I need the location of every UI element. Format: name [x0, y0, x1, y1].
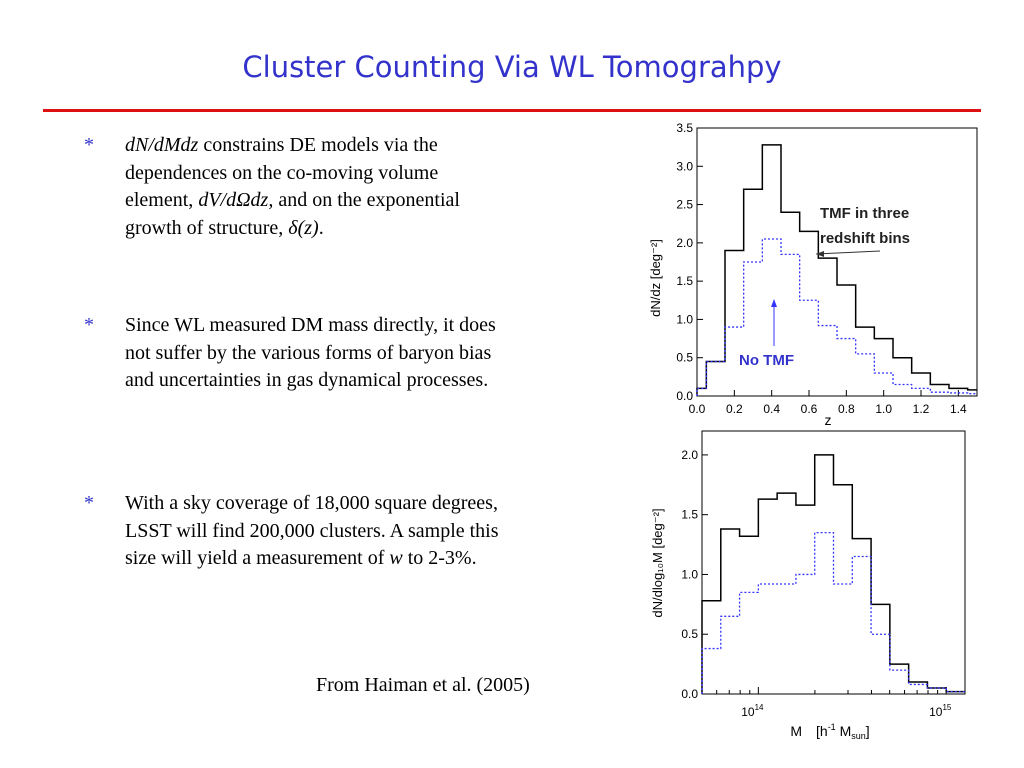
bullet-text: With a sky coverage of 18,000 square deg… — [125, 490, 504, 573]
text-run: to 2-3%. — [402, 547, 477, 569]
bullet-1: * dN/dMdz constrains DE models via the d… — [84, 132, 504, 242]
y-tick-label: 0.0 — [681, 687, 698, 701]
annotation-no-tmf: No TMF — [739, 352, 794, 369]
annotation-tmf: TMF in three — [820, 205, 909, 222]
y-tick-label: 1.5 — [681, 508, 698, 522]
annotation-tmf-wrap: redshift bins — [820, 230, 910, 247]
italic-term: dV/dΩdz, — [198, 189, 274, 211]
bullet-marker: * — [84, 134, 94, 156]
title-divider — [43, 109, 981, 112]
y-tick-label: 3.0 — [676, 159, 693, 173]
y-tick-label: 1.5 — [676, 274, 693, 288]
italic-term: δ(z) — [288, 216, 319, 239]
chart-dndz: 0.0 0.2 0.4 0.6 0.8 1.0 1.2 1.4 0.0 0.5 1.0 1.5 2.0 2… — [648, 121, 978, 428]
x-tick-label: 1014 — [741, 703, 764, 719]
y-tick-label: 1.0 — [681, 567, 698, 581]
x-tick-label: 0.6 — [801, 402, 818, 416]
series-no-tmf — [701, 531, 965, 694]
bullet-2: * Since WL measured DM mass directly, it… — [84, 312, 504, 395]
y-tick-label: 2.5 — [676, 198, 693, 212]
y-axis-label: dN/dz [deg⁻²] — [648, 239, 663, 317]
y-tick-label: 2.0 — [681, 448, 698, 462]
x-axis-label: M [h-1 Msun] — [790, 722, 869, 741]
y-axis-label: dN/dlog₁₀M [deg⁻²] — [650, 508, 665, 617]
y-tick-label: 1.0 — [676, 312, 693, 326]
x-tick-label: 1.4 — [950, 402, 967, 416]
x-axis-label: z — [825, 412, 832, 428]
text-run: Since WL measured DM mass directly, it d… — [125, 314, 496, 391]
text-run: constrains DE models via the dependences… — [125, 134, 439, 211]
bullet-marker: * — [84, 314, 94, 336]
italic-term: dN/dMdz — [125, 134, 199, 156]
bullet-3: * With a sky coverage of 18,000 square d… — [84, 490, 504, 573]
y-tick-label: 0.5 — [676, 351, 693, 365]
y-tick-label: 0.5 — [681, 627, 698, 641]
tmf-arrow-head — [816, 251, 824, 257]
y-tick-label: 2.0 — [676, 236, 693, 250]
bullet-marker: * — [84, 492, 94, 514]
series-tmf — [701, 454, 965, 694]
bullet-text: dN/dMdz constrains DE models via the dep… — [125, 132, 504, 242]
x-tick-label: 1015 — [929, 703, 952, 719]
y-tick-label: 0.0 — [676, 389, 693, 403]
text-run: With a sky coverage of 18,000 square deg… — [125, 492, 499, 569]
y-tick-label: 3.5 — [676, 121, 693, 135]
x-tick-label: 0.2 — [726, 402, 743, 416]
no-tmf-arrow-head — [771, 299, 777, 307]
x-tick-label: 1.2 — [913, 402, 930, 416]
italic-term: w — [389, 547, 403, 569]
chart-dndlogm: 1014 1015 0.0 0.5 1.0 1.5 2.0 M [h-1 Msun] dN/d… — [650, 430, 966, 741]
tmf-arrow — [815, 250, 881, 255]
text-run: . — [318, 216, 324, 239]
bullet-text: Since WL measured DM mass directly, it d… — [125, 312, 504, 395]
slide-title: Cluster Counting Via WL Tomograhpy — [242, 50, 782, 84]
source-citation: From Haiman et al. (2005) — [316, 674, 530, 696]
x-tick-label: 1.0 — [875, 402, 892, 416]
text-run: and on the exponential growth of structu… — [125, 189, 460, 239]
x-tick-label: 0.4 — [763, 402, 780, 416]
series-tmf — [696, 144, 977, 396]
x-tick-label: 0.0 — [689, 402, 706, 416]
x-tick-label: 0.8 — [838, 402, 855, 416]
